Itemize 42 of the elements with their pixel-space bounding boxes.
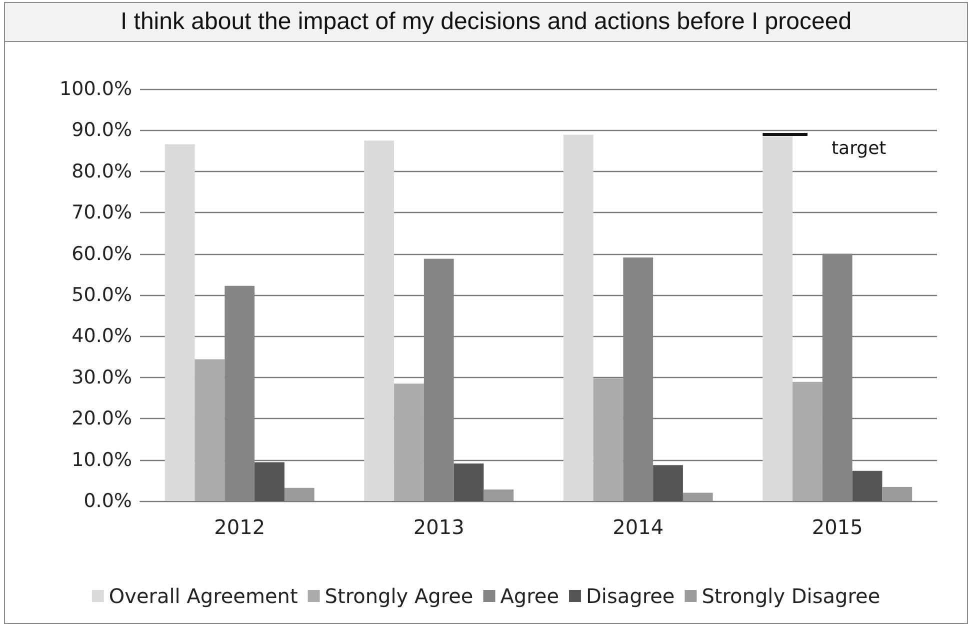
y-tick-label: 10.0% [72, 448, 132, 471]
bar [653, 465, 683, 501]
legend-label: Overall Agreement [108, 584, 298, 608]
bar [792, 382, 822, 501]
legend-label: Agree [500, 584, 560, 608]
bar [762, 136, 793, 501]
y-tick-label: 30.0% [72, 366, 132, 388]
bar [224, 286, 255, 501]
bar [194, 359, 225, 501]
chart-title: I think about the impact of my decisions and actions before I proceed [5, 3, 967, 42]
bar [424, 258, 454, 501]
bar [882, 486, 912, 501]
bar [364, 140, 394, 501]
bar [394, 384, 424, 501]
legend-label: Strongly Disagree [702, 584, 880, 608]
y-tick-label: 80.0% [72, 160, 132, 182]
y-tick-label: 100.0% [60, 78, 132, 100]
x-tick-label: 2015 [812, 515, 863, 539]
y-tick-label: 0.0% [84, 490, 132, 512]
bar [682, 492, 713, 501]
y-tick-label: 20.0% [72, 408, 132, 430]
bar [623, 258, 654, 501]
bar [852, 470, 882, 501]
bar [484, 489, 514, 501]
bar [164, 144, 195, 501]
legend-label: Strongly Agree [324, 584, 474, 608]
x-tick-label: 2012 [214, 515, 266, 539]
legend-label: Disagree [586, 584, 675, 608]
bar [454, 464, 484, 501]
y-tick-label: 70.0% [72, 202, 132, 224]
bar [563, 134, 594, 501]
bar [822, 254, 852, 501]
y-tick-label: 50.0% [72, 284, 132, 306]
ref-line-label: target [831, 138, 886, 159]
bar [284, 488, 314, 501]
x-tick-label: 2013 [413, 515, 464, 539]
bar [254, 462, 284, 501]
bar [593, 378, 624, 501]
y-tick-label: 40.0% [72, 325, 132, 348]
y-tick-label: 90.0% [72, 119, 132, 142]
x-tick-label: 2014 [612, 515, 664, 539]
y-tick-label: 60.0% [72, 242, 132, 265]
